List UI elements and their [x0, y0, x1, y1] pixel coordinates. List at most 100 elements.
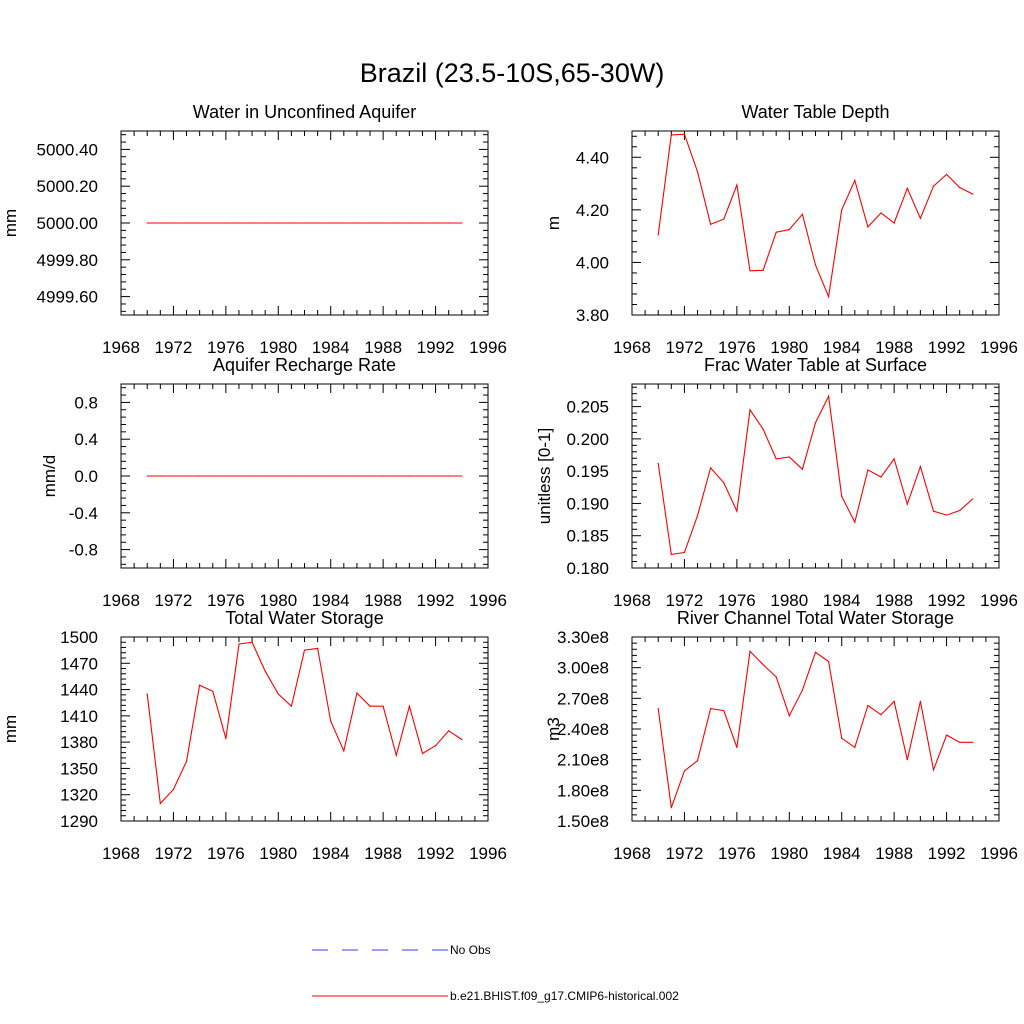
data-point [330, 222, 332, 224]
x-tick-label: 1996 [469, 338, 507, 357]
data-point [906, 503, 908, 505]
chart-panel-3: Aquifer Recharge Rate 1968 1972 1976 1980 198… [40, 355, 507, 610]
data-point [696, 760, 699, 762]
data-point [893, 222, 895, 224]
data-point [434, 475, 437, 477]
series-line [657, 133, 974, 299]
data-point [801, 468, 803, 470]
data-point [238, 643, 240, 645]
data-point [146, 693, 148, 695]
x-tick-label: 1992 [928, 844, 966, 863]
data-point [762, 428, 764, 430]
x-tick-label: 1968 [613, 844, 651, 863]
data-point [448, 475, 450, 477]
y-tick-label: 0.205 [566, 398, 609, 417]
data-point [696, 171, 699, 173]
x-tick-label: 1988 [364, 591, 402, 610]
x-tick-label: 1996 [980, 591, 1018, 610]
data-point [945, 173, 948, 175]
data-point [356, 692, 358, 694]
x-tick-label: 1976 [718, 844, 756, 863]
data-point [841, 495, 843, 497]
x-tick-label: 1968 [613, 338, 651, 357]
x-tick-label: 1972 [666, 844, 704, 863]
x-tick-label: 1968 [102, 844, 140, 863]
data-point [434, 745, 437, 747]
y-tick-label: 4999.60 [37, 288, 98, 307]
x-tick-label: 1984 [312, 591, 350, 610]
x-tick-label: 1976 [718, 338, 756, 357]
data-point [959, 186, 961, 189]
y-tick-label: 3.00e8 [557, 659, 609, 678]
y-axis-label: unitless [0-1] [535, 428, 554, 524]
series-line [657, 394, 974, 556]
chart-panel-4: Frac Water Table at Surface 1968 1972 1976 1… [535, 355, 1018, 610]
data-point [762, 269, 764, 271]
figure-title: Brazil (23.5-10S,65-30W) [360, 58, 665, 88]
data-point [775, 458, 777, 460]
data-point [880, 714, 882, 716]
x-tick-label: 1996 [980, 338, 1018, 357]
data-point [212, 690, 214, 692]
y-tick-label: -0.8 [69, 541, 98, 560]
y-tick-label: 0.8 [74, 393, 98, 412]
data-point [303, 475, 306, 477]
data-point [461, 475, 463, 477]
y-tick-label: 0.0 [74, 467, 98, 486]
x-tick-label: 1988 [364, 338, 402, 357]
chart-panel-6: River Channel Total Water Storage 1968 197… [544, 608, 1018, 863]
data-point [421, 222, 424, 224]
series-line [657, 650, 973, 808]
data-point [775, 676, 777, 678]
data-point [225, 475, 227, 477]
data-point [932, 185, 935, 187]
data-point [238, 475, 240, 477]
y-tick-label: 0.180 [566, 559, 609, 578]
x-tick-label: 1976 [718, 591, 756, 610]
data-point [880, 212, 882, 214]
data-point [251, 641, 253, 643]
data-point [828, 296, 830, 298]
plot-frame [631, 383, 1000, 569]
x-tick-label: 1976 [207, 591, 245, 610]
x-tick-label: 1984 [823, 844, 861, 863]
data-point [225, 738, 227, 740]
x-tick-label: 1984 [312, 338, 350, 357]
data-point [749, 409, 751, 411]
x-tick-label: 1988 [364, 844, 402, 863]
panel-title: Water Table Depth [741, 102, 889, 122]
x-tick-label: 1992 [417, 338, 455, 357]
data-point [343, 475, 345, 477]
chart-panel-1: Water in Unconfined Aquifer 1968 1972 1976 1… [1, 102, 507, 357]
y-tick-label: 5000.40 [37, 140, 98, 159]
data-point [945, 514, 948, 516]
x-tick-label: 1972 [155, 591, 193, 610]
y-tick-label: 4.40 [576, 148, 609, 167]
data-point [146, 222, 148, 224]
data-point [369, 475, 371, 477]
data-point [290, 222, 292, 224]
data-point [723, 710, 725, 712]
data-point [290, 705, 292, 707]
data-point [369, 705, 371, 707]
y-tick-label: 1380 [60, 733, 98, 752]
data-point [277, 222, 279, 224]
data-point [461, 222, 463, 224]
data-point [854, 521, 856, 523]
data-point [382, 705, 384, 707]
data-point [185, 475, 188, 477]
data-point [251, 222, 253, 224]
data-point [303, 649, 306, 651]
panel-title: Frac Water Table at Surface [704, 355, 927, 375]
data-point [814, 651, 817, 653]
data-point [736, 510, 738, 512]
x-tick-label: 1984 [823, 591, 861, 610]
y-tick-label: 0.185 [566, 527, 609, 546]
data-point [867, 469, 869, 471]
data-point [749, 270, 751, 272]
x-tick-label: 1972 [666, 338, 704, 357]
data-point [683, 770, 686, 772]
data-point [146, 475, 148, 477]
panel-title: Aquifer Recharge Rate [213, 355, 396, 375]
